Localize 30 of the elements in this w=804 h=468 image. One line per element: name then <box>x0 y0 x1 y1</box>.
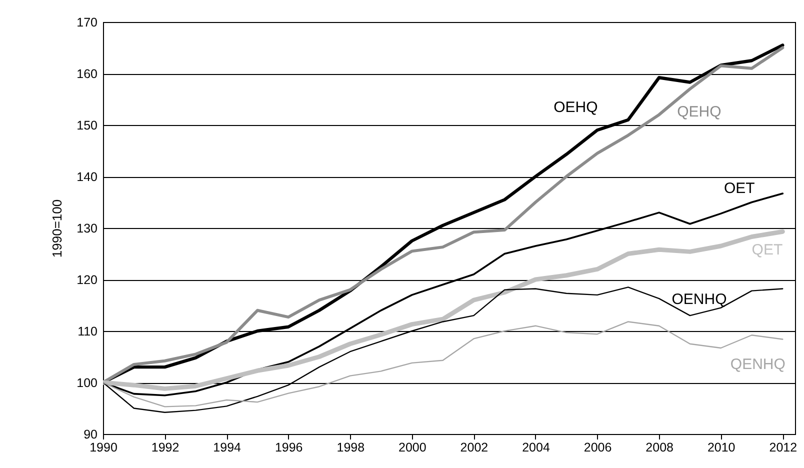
y-axis-title: 1990=100 <box>50 199 65 258</box>
y-tick-label: 140 <box>76 170 98 184</box>
x-tick-label: 2006 <box>584 440 612 454</box>
y-tick-label: 100 <box>76 376 98 390</box>
y-tick-label: 120 <box>76 273 98 287</box>
y-tick-label: 110 <box>78 324 98 338</box>
series-label: OENHQ <box>672 291 727 308</box>
y-tick-label: 150 <box>76 118 98 132</box>
series-label: QET <box>752 242 783 259</box>
y-tick-label: 90 <box>84 428 98 442</box>
x-tick-label: 1990 <box>90 440 118 454</box>
x-tick-label: 1994 <box>213 440 242 454</box>
y-tick-label: 160 <box>76 67 98 81</box>
x-tick-label: 2000 <box>398 440 426 454</box>
series-label: QENHQ <box>730 356 786 373</box>
x-tick-label: 1996 <box>274 440 303 454</box>
x-tick-label: 2002 <box>460 440 488 454</box>
x-tick-label: 2004 <box>522 440 550 454</box>
y-tick-label: 170 <box>76 16 98 30</box>
x-tick-label: 2012 <box>769 440 798 454</box>
series-label: OEHQ <box>554 98 598 116</box>
x-tick-label: 1998 <box>336 440 365 454</box>
x-tick-label: 2008 <box>646 440 674 454</box>
series-label: OET <box>724 180 755 197</box>
x-tick-label: 2010 <box>707 440 736 454</box>
line-series <box>103 229 785 391</box>
y-tick-label: 130 <box>76 222 98 236</box>
x-tick-label: 1992 <box>151 440 180 454</box>
line-series <box>103 321 784 408</box>
series-label: QEHQ <box>677 104 722 121</box>
